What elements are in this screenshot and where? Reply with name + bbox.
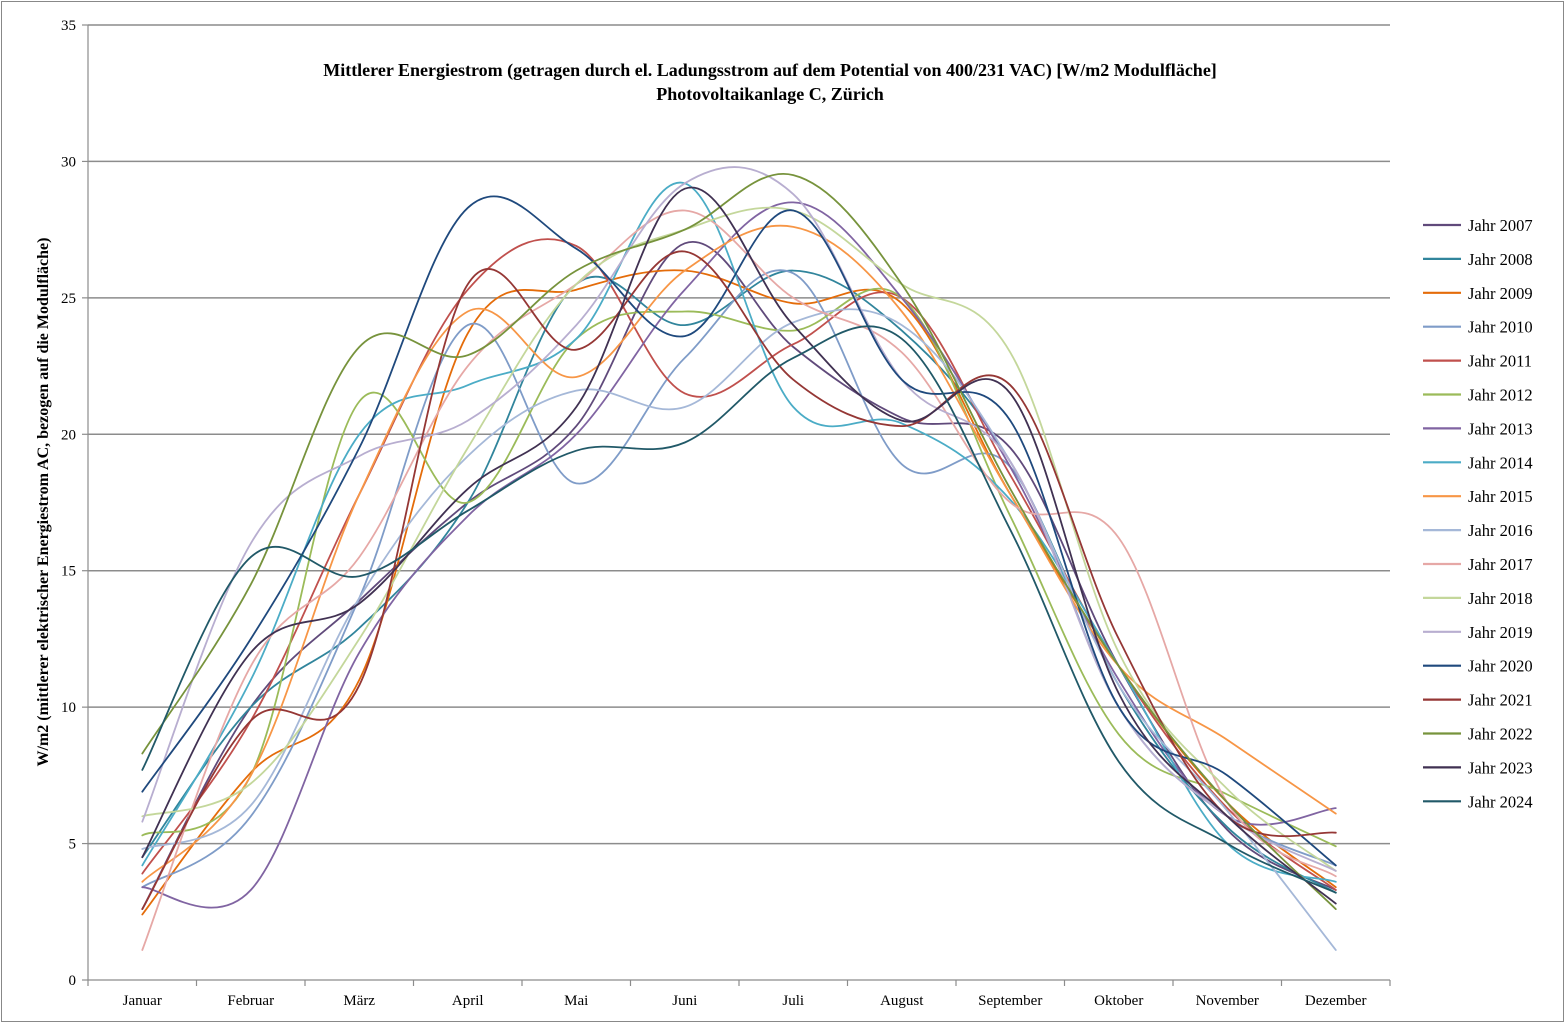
y-tick-label: 10: [61, 700, 76, 716]
series-line-jahr-2016: [141, 308, 1337, 951]
series-line-jahr-2021: [141, 250, 1337, 910]
legend-label: Jahr 2009: [1468, 284, 1533, 303]
y-tick-label: 5: [69, 837, 77, 853]
legend-label: Jahr 2016: [1468, 521, 1533, 540]
legend-label: Jahr 2012: [1468, 386, 1533, 405]
y-tick-labels: 0 5 10 15 20 25 30 35: [61, 18, 76, 989]
series-line-jahr-2018: [141, 206, 1337, 872]
legend-label: Jahr 2011: [1468, 352, 1532, 371]
x-tick-label: Januar: [123, 993, 162, 1009]
series-line-jahr-2015: [141, 224, 1337, 883]
legend-label: Jahr 2021: [1468, 691, 1533, 710]
legend-label: Jahr 2008: [1468, 250, 1533, 269]
chart-title: Mittlerer Energiestrom (getragen durch e…: [323, 60, 1217, 81]
series-line-jahr-2024: [141, 325, 1337, 894]
legend-label: Jahr 2019: [1468, 623, 1533, 642]
y-axis-label: W/m2 (mittlerer elektrischer Energiestro…: [35, 238, 52, 767]
x-tick-label: April: [452, 993, 484, 1009]
legend: Jahr 2007 Jahr 2008 Jahr 2009 Jahr 2010 Jahr…: [1423, 216, 1533, 811]
legend-label: Jahr 2017: [1468, 555, 1533, 574]
legend-label: Jahr 2018: [1468, 589, 1533, 608]
series-line-jahr-2022: [141, 172, 1337, 910]
legend-label: Jahr 2013: [1468, 419, 1533, 438]
legend-label: Jahr 2015: [1468, 487, 1533, 506]
y-tick-label: 30: [61, 154, 76, 170]
legend-label: Jahr 2010: [1468, 318, 1533, 337]
y-tick-label: 15: [61, 564, 76, 580]
x-tick-label: August: [880, 993, 924, 1009]
x-tick-labels: Januar Februar März April Mai Juni Juli August S…: [123, 993, 1367, 1009]
legend-label: Jahr 2022: [1468, 725, 1533, 744]
series-line-jahr-2008: [141, 269, 1337, 894]
x-tick-label: Februar: [227, 993, 274, 1009]
series-line-jahr-2023: [141, 186, 1337, 905]
x-tick-label: Juni: [672, 993, 697, 1009]
legend-label: Jahr 2020: [1468, 657, 1533, 676]
legend-label: Jahr 2007: [1468, 216, 1533, 235]
series-line-jahr-2014: [141, 181, 1337, 883]
chart-subtitle: Photovoltaikanlage C, Zürich: [656, 84, 884, 104]
series-line-jahr-2012: [141, 287, 1337, 848]
axes: [82, 24, 1391, 986]
series-line-jahr-2017: [141, 209, 1337, 951]
x-tick-label: Juli: [782, 993, 804, 1009]
legend-label: Jahr 2024: [1468, 792, 1533, 811]
legend-label: Jahr 2014: [1468, 453, 1533, 472]
series-line-jahr-2011: [141, 238, 1337, 891]
y-tick-label: 20: [61, 427, 76, 443]
series-lines: [141, 166, 1337, 951]
legend-label: Jahr 2023: [1468, 758, 1533, 777]
series-line-jahr-2020: [141, 195, 1337, 867]
x-tick-label: Dezember: [1305, 993, 1367, 1009]
x-tick-label: März: [343, 993, 375, 1009]
series-line-jahr-2013: [141, 201, 1337, 909]
x-tick-label: Oktober: [1094, 993, 1143, 1009]
x-tick-label: November: [1196, 993, 1259, 1009]
series-line-jahr-2010: [141, 269, 1337, 889]
x-tick-label: Mai: [564, 993, 588, 1009]
y-tick-label: 35: [61, 18, 76, 34]
y-tick-label: 25: [61, 291, 76, 307]
y-tick-label: 0: [69, 973, 77, 989]
x-tick-label: September: [978, 993, 1042, 1009]
